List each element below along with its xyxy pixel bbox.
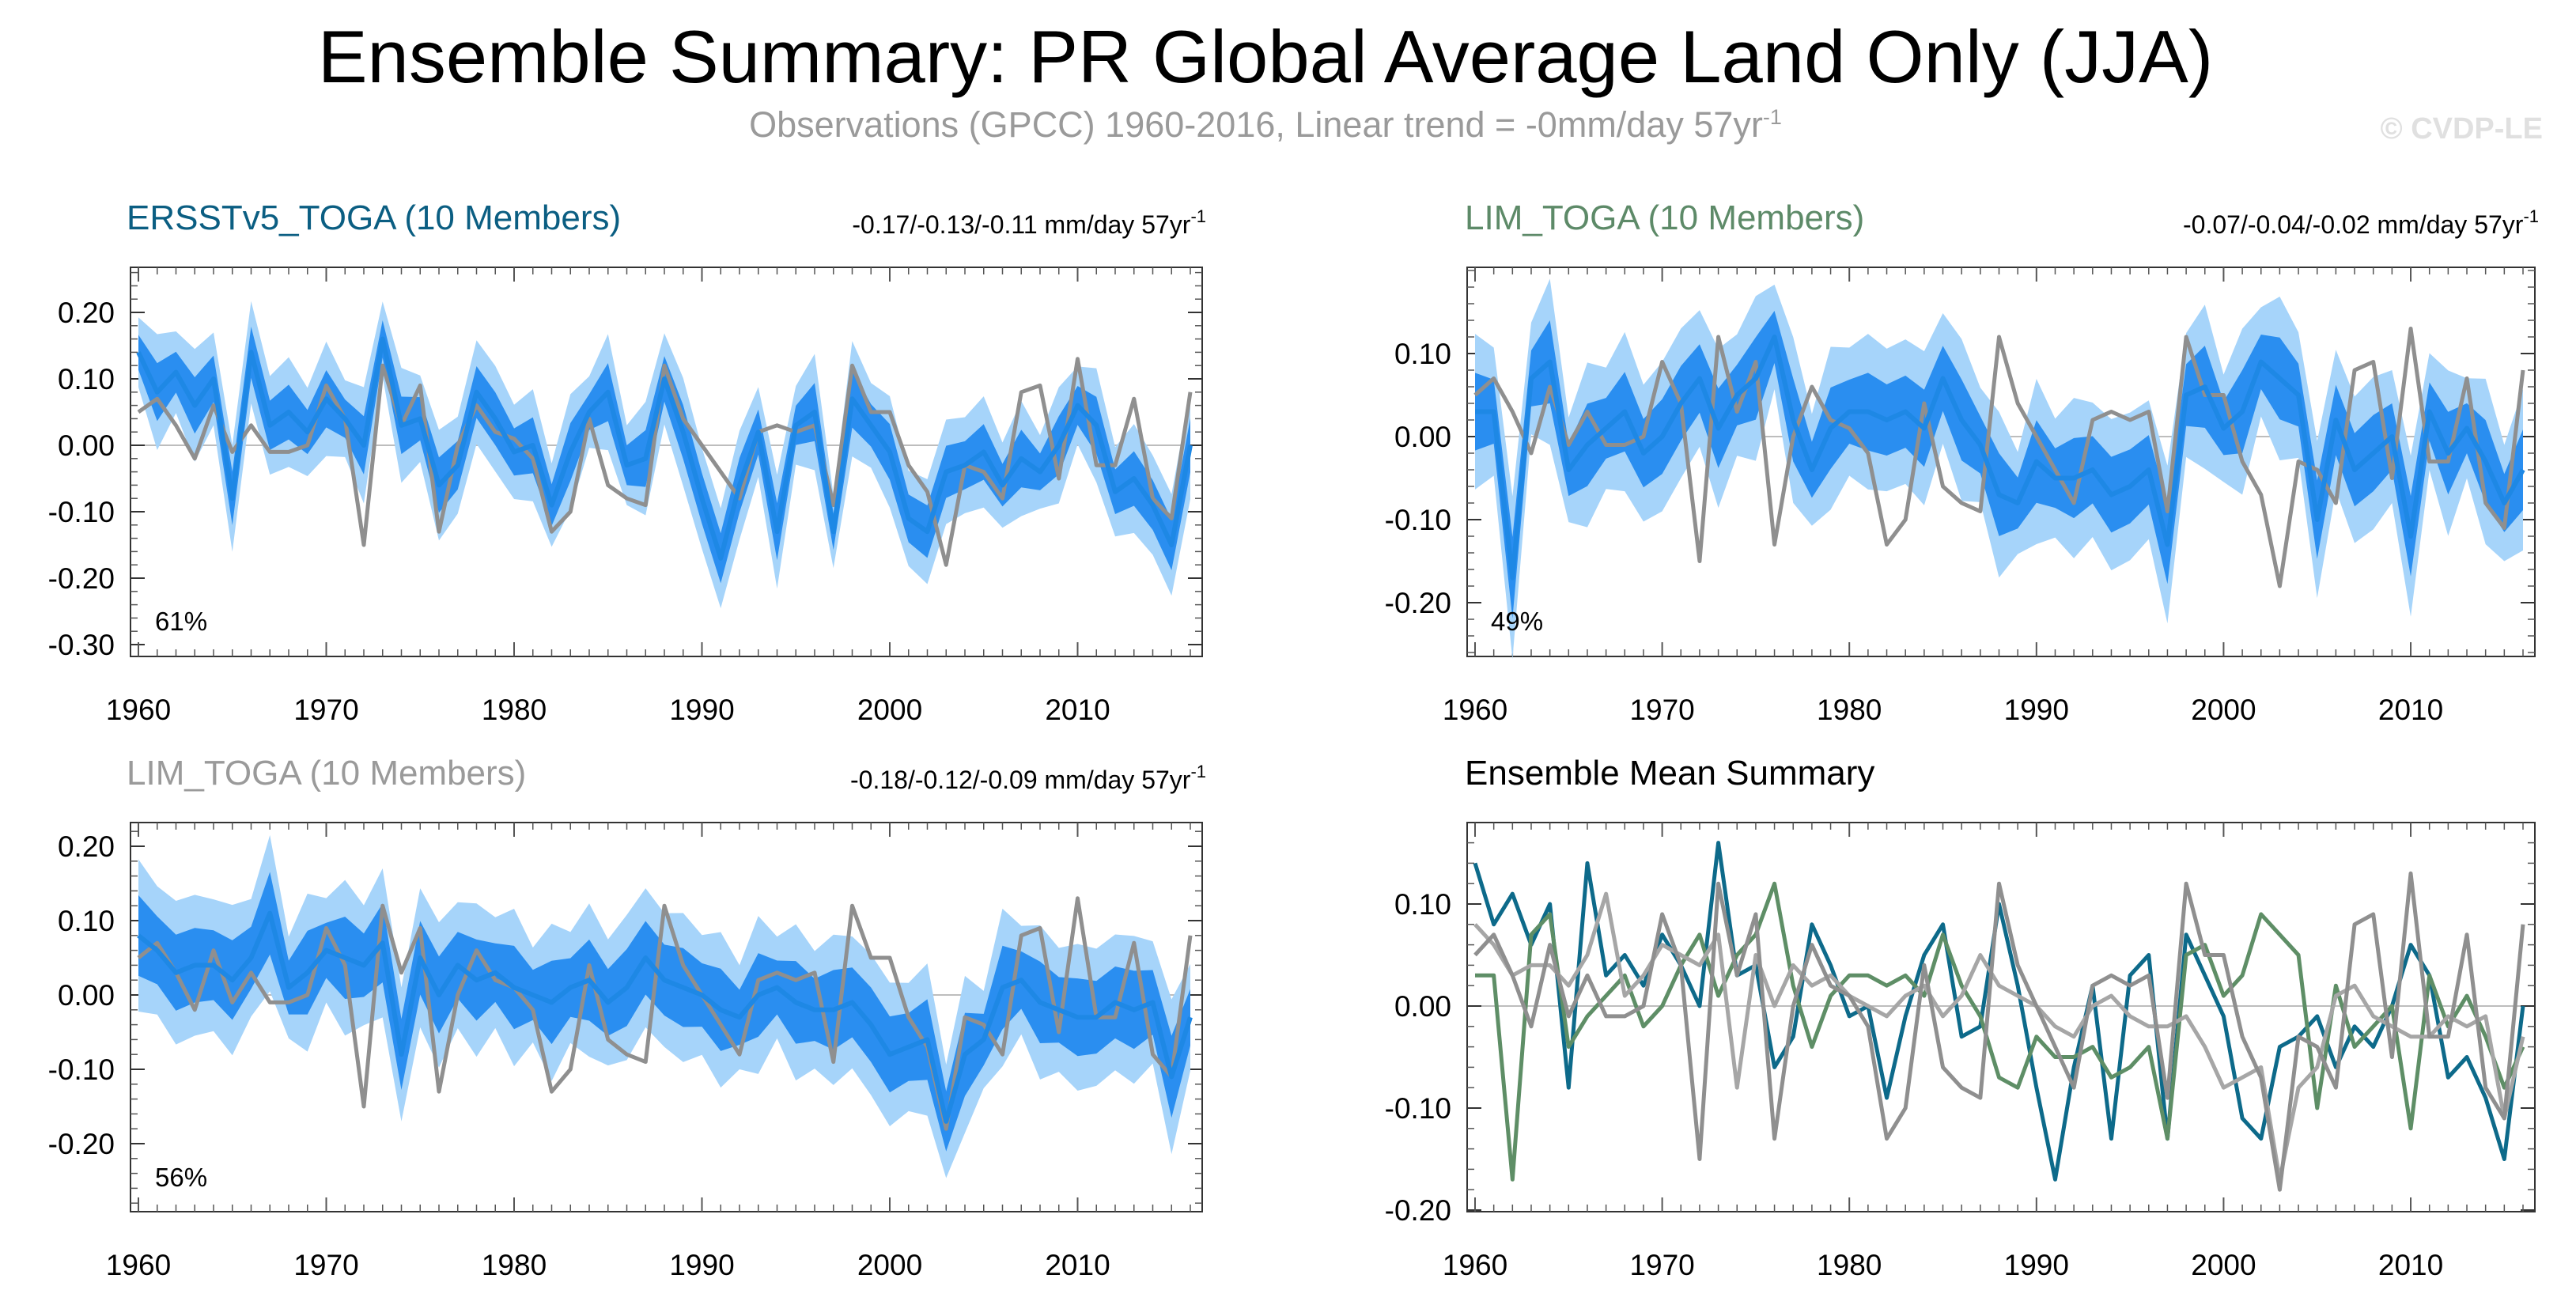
y-tick-label: 0.00 [58,979,115,1012]
x-tick-label: 2010 [2378,694,2443,726]
y-tick-label: -0.10 [1385,504,1451,536]
x-tick-label: 1980 [1817,694,1882,726]
y-tick-label: 0.00 [1394,990,1451,1023]
ensemble-mean-line [136,336,1193,561]
plot-frame [1466,822,2536,1212]
y-tick-label: -0.10 [48,496,115,528]
panel-title: LIM_TOGA (10 Members) [127,754,526,792]
trend-label: -0.17/-0.13/-0.11 mm/day 57yr-1 [852,206,1206,239]
ensemble-spread-inner [138,320,1190,584]
percent-label: 56% [155,1163,207,1192]
x-tick-label: 2000 [2191,694,2256,726]
y-tick-label: -0.30 [48,629,115,661]
trend-value: -0.18/-0.12/-0.09 mm/day 57yr [850,766,1191,794]
figure-title: Ensemble Summary: PR Global Average Land… [317,15,2214,98]
x-tick-label: 1990 [669,1249,734,1281]
y-tick-label: 0.00 [1394,421,1451,453]
y-tick-label: -0.20 [1385,587,1451,619]
x-tick-label: 1990 [669,694,734,726]
chart-panel-1: 0.20 0.10 0.00 -0.10 -0.20 -0.30 1960 1970 1980 1… [48,199,1206,726]
y-tick-label: 0.10 [1394,338,1451,370]
x-tick-label: 1980 [482,694,547,726]
x-tick-label: 2000 [857,1249,922,1281]
chart-panel-3: 0.20 0.10 0.00 -0.10 -0.20 1960 1970 1980 1990 20… [48,754,1206,1281]
x-tick-label: 1960 [106,1249,171,1281]
observations-line [1473,327,2525,588]
x-tick-label: 1970 [1629,1249,1694,1281]
trend-superscript: -1 [1190,762,1206,781]
ensemble-mean-line [137,910,1193,1124]
chart-panel-4: 0.10 0.00 -0.10 -0.20 1960 1970 1980 1990 2000 20… [1385,754,2536,1281]
y-tick-label: 0.20 [58,297,115,329]
x-tick-label: 2010 [1045,1249,1110,1281]
x-tick-label: 2010 [1045,694,1110,726]
y-tick-label: 0.10 [1394,888,1451,921]
x-tick-label: 1970 [293,694,358,726]
y-tick-label: 0.10 [58,363,115,395]
y-tick-label: -0.10 [1385,1092,1451,1125]
y-tick-label: 0.10 [58,905,115,937]
x-tick-label: 1960 [106,694,171,726]
panel-title: LIM_TOGA (10 Members) [1465,199,1864,237]
y-tick-label: -0.10 [48,1053,115,1086]
x-tick-label: 1980 [1817,1249,1882,1281]
trend-label: -0.18/-0.12/-0.09 mm/day 57yr-1 [850,762,1206,794]
y-tick-label: 0.00 [58,429,115,462]
panel-title: ERSSTv5_TOGA (10 Members) [127,199,621,237]
x-tick-label: 1960 [1443,694,1507,726]
percent-label: 49% [1491,607,1543,636]
x-tick-label: 1990 [2004,694,2069,726]
ensemble-spread-inner [138,872,1190,1152]
x-tick-label: 1970 [293,1249,358,1281]
x-tick-label: 1960 [1443,1249,1507,1281]
trend-superscript: -1 [2523,206,2539,226]
copyright-watermark: © CVDP-LE [2380,112,2543,146]
x-tick-label: 2000 [857,694,922,726]
observations-line [137,896,1193,1131]
subtitle-text: Observations (GPCC) 1960-2016, Linear tr… [749,104,1763,145]
summary-series-line-4 [1473,871,2525,1192]
ensemble-spread-inner [1475,310,2523,618]
trend-value: -0.07/-0.04/-0.02 mm/day 57yr [2183,210,2524,239]
trend-superscript: -1 [1190,206,1206,226]
trend-value: -0.17/-0.13/-0.11 mm/day 57yr [852,210,1190,239]
figure-subtitle: Observations (GPCC) 1960-2016, Linear tr… [0,104,2531,146]
x-tick-label: 1990 [2004,1249,2069,1281]
plot-frame [130,267,1203,657]
x-tick-label: 2000 [2191,1249,2256,1281]
ensemble-mean-line [1475,335,2525,581]
plot-frame [130,822,1203,1212]
y-tick-label: -0.20 [1385,1194,1451,1227]
chart-panel-2: 0.10 0.00 -0.10 -0.20 1960 1970 1980 1990 2000 20… [1385,199,2539,726]
subtitle-superscript: -1 [1762,105,1782,129]
x-tick-label: 2010 [2378,1249,2443,1281]
y-tick-label: -0.20 [48,1128,115,1160]
x-tick-label: 1970 [1629,694,1694,726]
percent-label: 61% [155,607,207,636]
y-tick-label: -0.20 [48,562,115,595]
trend-label: -0.07/-0.04/-0.02 mm/day 57yr-1 [2183,206,2539,239]
summary-series-line-2 [1475,881,2525,1182]
y-tick-label: 0.20 [58,830,115,863]
plot-frame [1466,267,2536,657]
panel-title: Ensemble Mean Summary [1465,754,1874,792]
x-tick-label: 1980 [482,1249,547,1281]
